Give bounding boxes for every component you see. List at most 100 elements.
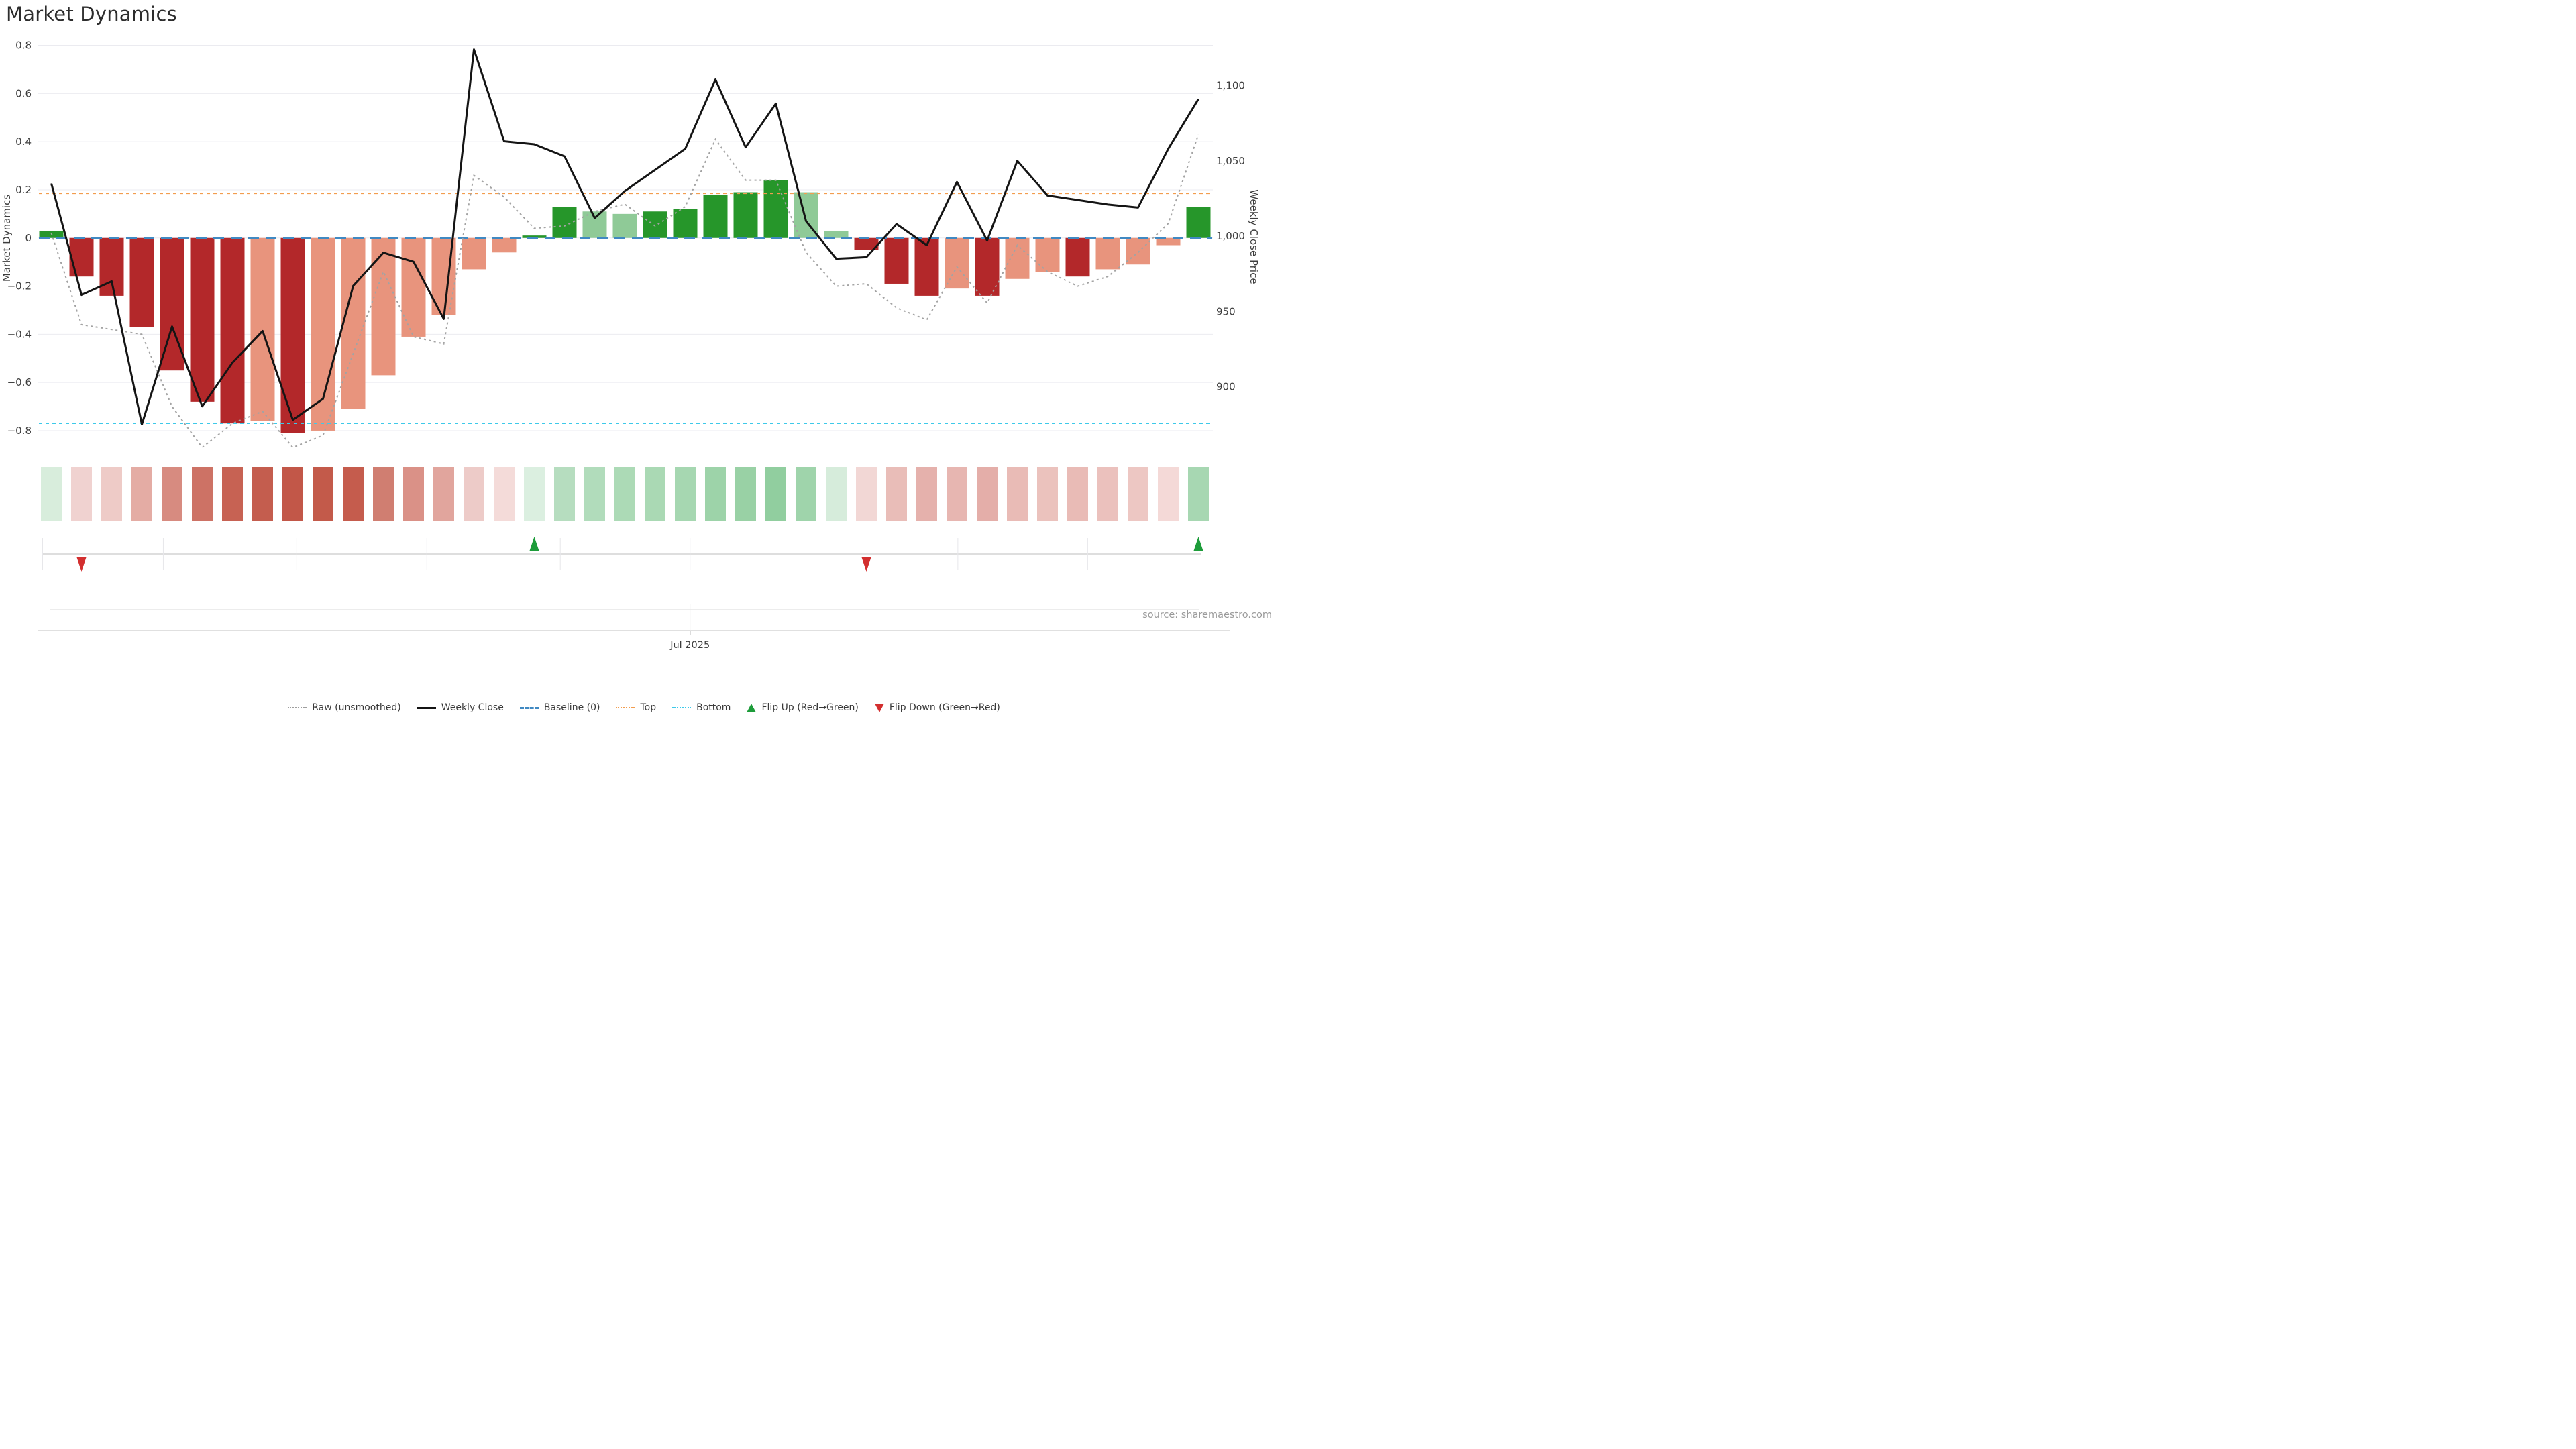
heatmap-cell [464, 467, 484, 521]
x-axis-label: Jul 2025 [669, 640, 710, 651]
heatmap-cell [735, 467, 756, 521]
heatmap-cell [101, 467, 122, 521]
heatmap-cell [494, 467, 515, 521]
flip-down-legend-glyph [874, 703, 884, 712]
heatmap-cell [373, 467, 394, 521]
heatmap-cell [675, 467, 696, 521]
bottom-legend-glyph [672, 707, 692, 708]
right-axis-tick: 900 [1216, 381, 1236, 393]
heatmap-cell [313, 467, 333, 521]
market-dynamics-figure: Market Dynamics 0.8 0.6 0.4 0.2 0 −0.2 −0.4 −0.… [0, 0, 1288, 724]
heatmap-cell [131, 467, 152, 521]
left-axis-tick: 0.2 [15, 184, 32, 196]
chart-svg: 0.8 0.6 0.4 0.2 0 −0.2 −0.4 −0.6 −0.8 1,100 1,050 1… [1, 27, 1272, 651]
heatmap-cell [524, 467, 545, 521]
right-axis-tick: 1,000 [1216, 230, 1245, 242]
dynamics-bar [462, 237, 486, 270]
dynamics-bar [733, 192, 758, 238]
heatmap-cell [71, 467, 92, 521]
flip-down-marker [861, 557, 871, 572]
heatmap-cell [705, 467, 726, 521]
weekly-close-line [50, 48, 1199, 426]
dynamics-bar [1065, 237, 1090, 277]
dynamics-bar [552, 207, 577, 238]
raw-line [50, 134, 1199, 449]
dynamics-bar [582, 211, 607, 238]
dynamics-bar [914, 237, 939, 296]
heatmap-cell [1188, 467, 1209, 521]
left-axis-tick: −0.4 [7, 328, 32, 340]
heatmap-cell [1097, 467, 1118, 521]
legend-item-flip-down: Flip Down (Green→Red) [874, 702, 1000, 713]
legend-label: Flip Up (Red→Green) [761, 702, 859, 713]
dynamics-bar [401, 237, 426, 337]
heatmap-cell [433, 467, 454, 521]
legend-item-top: Top [616, 702, 656, 713]
heatmap-cell [1128, 467, 1148, 521]
heatmap-cell [162, 467, 182, 521]
flip-up-marker [529, 537, 539, 551]
left-axis-tick: −0.6 [7, 376, 32, 388]
heatmap-cell [826, 467, 847, 521]
heatmap-cell [977, 467, 998, 521]
dynamics-bar [220, 237, 245, 424]
heatmap-cell [282, 467, 303, 521]
heatmap-cell [1158, 467, 1179, 521]
legend-label: Flip Down (Green→Red) [889, 702, 1000, 713]
flip-up-marker [1193, 537, 1203, 551]
raw-legend-glyph [288, 707, 307, 708]
left-axis-tick: 0 [25, 232, 32, 244]
right-axis-title: Weekly Close Price [1248, 189, 1260, 284]
dynamics-bar [492, 237, 517, 253]
heatmap-cell [1007, 467, 1028, 521]
dynamics-bar [1095, 237, 1120, 270]
legend-label: Baseline (0) [543, 702, 600, 713]
heatmap-cell [796, 467, 816, 521]
dynamics-bar [522, 235, 547, 238]
heatmap-cell [252, 467, 273, 521]
heatmap-cell [343, 467, 364, 521]
heatmap-cell [584, 467, 605, 521]
legend-label: Bottom [696, 702, 731, 713]
heatmap-cell [765, 467, 786, 521]
heatmap-cell [916, 467, 937, 521]
dynamics-bar [824, 230, 849, 238]
dynamics-bar [945, 237, 969, 289]
heatmap-cell [1067, 467, 1088, 521]
dynamics-bar [311, 237, 335, 431]
dynamics-bar [1005, 237, 1030, 279]
dynamics-bar [854, 237, 879, 250]
top-legend-glyph [616, 707, 635, 708]
right-axis-tick: 1,100 [1216, 80, 1245, 92]
legend-label: Weekly Close [441, 702, 504, 713]
legend-label: Raw (unsmoothed) [312, 702, 401, 713]
heatmap-cell [645, 467, 665, 521]
dynamics-bar [341, 237, 366, 409]
source-note: source: sharemaestro.com [1142, 610, 1272, 621]
dynamics-bar [763, 180, 788, 238]
dynamics-bar [129, 237, 154, 327]
heatmap-cell [41, 467, 62, 521]
dynamics-bar [703, 195, 728, 238]
dynamics-bar [190, 237, 215, 402]
dynamics-bar [884, 237, 909, 284]
right-axis-tick: 1,050 [1216, 155, 1245, 167]
dynamics-bar [371, 237, 396, 376]
weekly-close-legend-glyph [417, 706, 436, 709]
heatmap-cell [192, 467, 213, 521]
legend-item-raw: Raw (unsmoothed) [288, 702, 401, 713]
legend-item-weekly-close: Weekly Close [417, 702, 504, 713]
left-axis-tick: 0.8 [15, 40, 32, 52]
dynamics-bar [612, 213, 637, 238]
left-axis-tick: 0.4 [15, 136, 32, 148]
heatmap-cell [614, 467, 635, 521]
dynamics-bar [69, 237, 94, 277]
legend-item-baseline: Baseline (0) [519, 702, 600, 713]
dynamics-bar [1186, 207, 1211, 238]
flip-up-legend-glyph [747, 703, 757, 712]
left-axis-tick: −0.2 [7, 280, 32, 292]
dynamics-bar [1156, 237, 1181, 246]
left-axis-title: Market Dynamics [1, 195, 13, 282]
dynamics-bar [250, 237, 275, 421]
dynamics-bar [1126, 237, 1150, 265]
